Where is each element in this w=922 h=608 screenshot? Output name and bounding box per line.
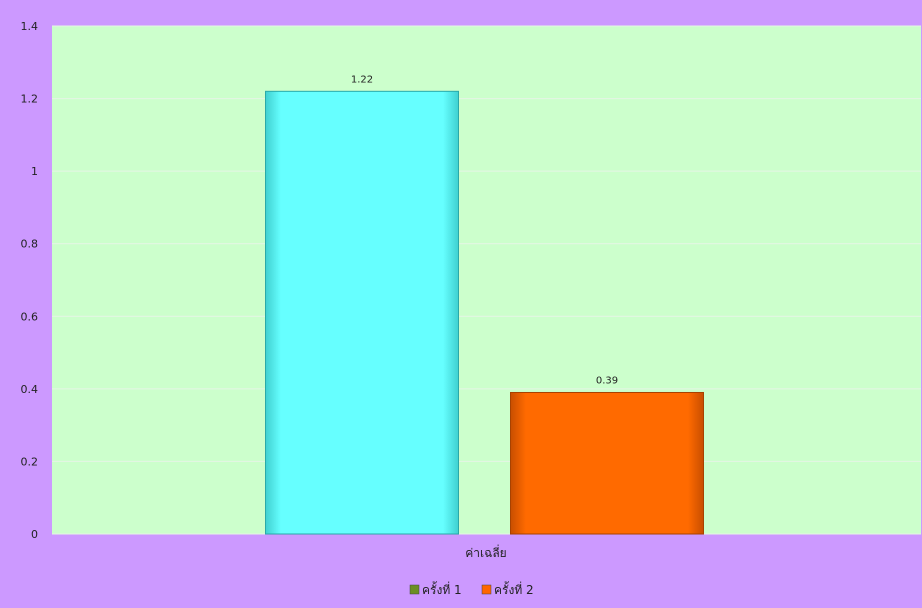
y-tick-label: 1.4 [21,20,39,33]
y-tick-label: 0.6 [21,310,39,323]
y-tick-label: 0.4 [21,383,39,396]
y-axis-ticks: 0 0.2 0.4 0.6 0.8 1 1.2 1.4 [21,20,39,541]
legend-label-series-2: ครั้งที่ 2 [494,581,534,597]
legend-swatch-series-1 [409,584,420,595]
y-tick-label: 0 [31,528,38,541]
data-label-series-1: 1.22 [351,74,373,85]
y-tick-label: 1 [31,165,38,178]
bars [265,90,704,535]
data-label-series-2: 0.39 [596,375,618,386]
y-tick-label: 1.2 [21,93,39,106]
data-labels: 1.22 0.39 [351,74,618,386]
y-tick-label: 0.8 [21,238,39,251]
legend-label-series-1: ครั้งที่ 1 [422,581,462,597]
plot-area [52,26,921,534]
bar-series-1 [265,90,459,535]
gridlines [52,25,921,535]
legend-swatch-series-2 [481,584,492,595]
bar-series-2 [510,391,704,535]
x-category-label: ค่าเฉลี่ย [465,544,506,560]
y-tick-label: 0.2 [21,455,39,468]
legend: ครั้งที่ 1 ครั้งที่ 2 [409,581,534,597]
